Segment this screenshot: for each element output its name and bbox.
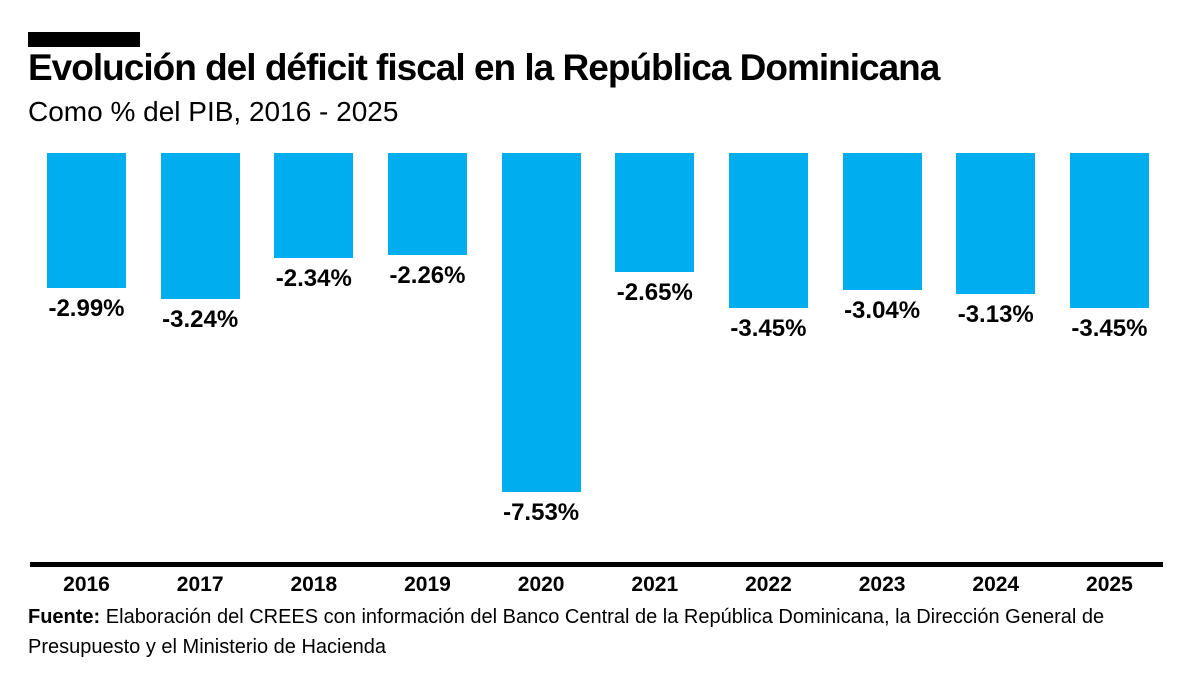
- source-label: Fuente:: [28, 606, 101, 628]
- bar-column: -7.53%: [501, 153, 581, 527]
- chart-title: Evolución del déficit fiscal en la Repúb…: [28, 47, 940, 88]
- bar: [501, 153, 581, 492]
- bar: [728, 153, 808, 308]
- x-axis-tick-label: 2019: [404, 573, 451, 596]
- bar: [1069, 153, 1149, 308]
- bar: [956, 153, 1036, 294]
- x-axis-tick-label: 2022: [745, 573, 792, 596]
- bar-value-label: -3.45%: [1071, 315, 1148, 342]
- bar-column: -3.24%: [160, 153, 240, 334]
- bar: [615, 153, 695, 272]
- bar-value-label: -3.24%: [162, 306, 239, 333]
- bar-chart-plot-area: -2.99% -3.24% -2.34% -2.26% -7.53% -2.65…: [47, 153, 1149, 553]
- x-axis-tick-label: 2021: [631, 573, 679, 596]
- chart-subtitle: Como % del PIB, 2016 - 2025: [28, 96, 399, 127]
- bar-column: -3.04%: [842, 153, 922, 325]
- bar: [47, 153, 126, 288]
- bar-column: -3.45%: [1069, 153, 1149, 343]
- bar-value-label: -3.13%: [957, 301, 1034, 328]
- x-axis-tick-label: 2018: [290, 573, 338, 596]
- bar-value-label: -2.65%: [616, 279, 693, 306]
- x-axis-tick-label: 2023: [858, 573, 906, 596]
- bar-value-label: -7.53%: [503, 499, 580, 526]
- x-axis-tick-label: 2016: [63, 573, 110, 596]
- bar-value-label: -3.45%: [730, 315, 807, 342]
- title-accent-bar: [28, 32, 140, 47]
- bar-column: -2.99%: [47, 153, 126, 323]
- bar: [274, 153, 354, 258]
- x-axis-line: [30, 562, 1163, 567]
- bar-value-label: -2.34%: [275, 265, 352, 292]
- bar-value-label: -2.26%: [389, 262, 466, 289]
- bar: [387, 153, 467, 255]
- x-axis-tick-label: 2025: [1086, 573, 1133, 596]
- x-axis-tick-label: 2024: [972, 573, 1020, 596]
- bar-column: -3.45%: [728, 153, 808, 343]
- bar-column: -2.26%: [387, 153, 467, 290]
- bar: [160, 153, 240, 299]
- bar: [842, 153, 922, 290]
- x-axis-tick-label: 2020: [517, 573, 565, 596]
- bar-column: -2.34%: [274, 153, 354, 293]
- source-note: Fuente: Elaboración del CREES con inform…: [28, 602, 1138, 662]
- bar-value-label: -3.04%: [844, 297, 921, 324]
- source-text-line2: Presupuesto y el Ministerio de Hacienda: [28, 636, 386, 658]
- x-axis-labels: 2016 2017 2018 2019 2020 2021 2022 2023 …: [47, 573, 1149, 597]
- bar-value-label: -2.99%: [48, 295, 125, 322]
- bar-column: -3.13%: [956, 153, 1036, 329]
- x-axis-tick-label: 2017: [176, 573, 224, 596]
- source-text-line1: Elaboración del CREES con información de…: [105, 606, 1105, 628]
- bar-column: -2.65%: [615, 153, 695, 307]
